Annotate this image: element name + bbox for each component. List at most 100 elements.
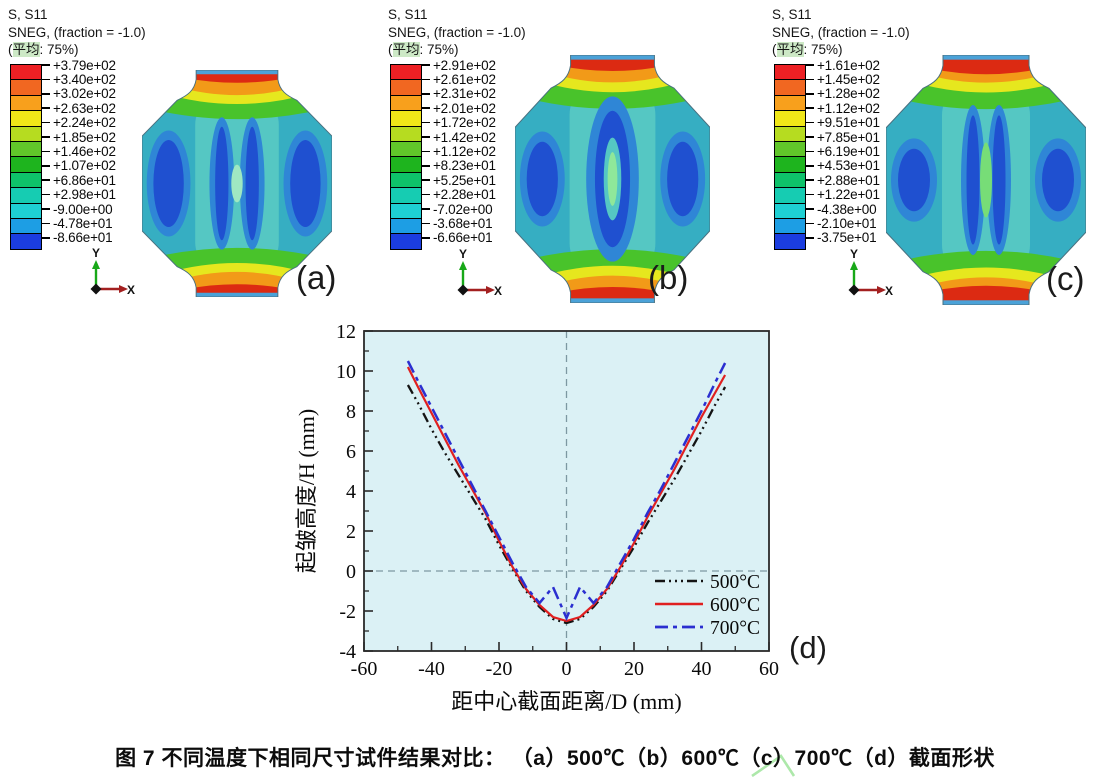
colorbar-value-text: +1.12e+02 [817, 100, 880, 116]
colorbar-value-text: +2.24e+02 [53, 115, 116, 131]
colorbar-value-text: +2.61e+02 [433, 71, 496, 87]
colorbar-value-text: +2.31e+02 [433, 86, 496, 102]
y-arrowhead-icon [92, 260, 100, 269]
colorbar-swatches [774, 64, 806, 250]
colorbar-value: +9.51e+01 [805, 115, 880, 130]
green-scribble-annotation [751, 754, 796, 777]
colorbar-value-text: +2.63e+02 [53, 100, 116, 116]
colorbar-value: +2.24e+02 [41, 115, 116, 131]
x-arrowhead-icon [877, 286, 886, 294]
field-subtitle: SNEG, (fraction = -1.0) [388, 24, 526, 40]
colorbar-legend-c: S, S11 SNEG, (fraction = -1.0) (平均: 75%)… [772, 6, 947, 258]
colorbar-value: +1.42e+02 [421, 130, 496, 145]
x-tick-label: -40 [418, 658, 445, 680]
colorbar-value: +3.79e+02 [41, 58, 116, 73]
colorbar-swatch [10, 187, 42, 204]
colorbar-swatch [774, 217, 806, 235]
colorbar-value-text: -4.78e+01 [53, 215, 113, 231]
axes-triad-a: Y X [90, 246, 135, 297]
colorbar-value-text: -4.38e+00 [817, 201, 877, 217]
colorbar-tick [41, 237, 50, 239]
x-tick-label: -60 [351, 658, 378, 680]
colorbar-value: +4.53e+01 [805, 158, 880, 174]
colorbar-value-text: +2.28e+01 [433, 187, 496, 203]
colorbar-swatch [774, 64, 806, 81]
colorbar-scale-c: +1.61e+02 +1.45e+02 +1.28e+02 +1.12e+02 +9.5… [774, 58, 944, 261]
y-tick-label: 2 [346, 521, 356, 543]
series-line-700°C [406, 360, 727, 622]
colorbar-value-text: -8.66e+01 [53, 230, 113, 246]
colorbar-tick [421, 193, 430, 196]
colorbar-swatch [390, 125, 422, 142]
colorbar-value-text: +1.22e+01 [817, 187, 880, 203]
colorbar-swatch [10, 110, 42, 127]
colorbar-tick [805, 64, 814, 66]
colorbar-value-text: +8.23e+01 [433, 158, 496, 174]
colorbar-legend-b: S, S11 SNEG, (fraction = -1.0) (平均: 75%)… [388, 6, 563, 258]
avg-highlight: 平均 [776, 42, 804, 57]
colorbar-value: +2.91e+02 [421, 58, 496, 73]
colorbar-tick [421, 237, 430, 239]
colorbar-swatch [774, 79, 806, 96]
colorbar-swatch [10, 202, 42, 219]
colorbar-tick [41, 136, 50, 138]
colorbar-value: +2.28e+01 [421, 187, 496, 203]
colorbar-value: +1.07e+02 [41, 158, 116, 174]
colorbar-value-text: +6.19e+01 [817, 143, 880, 159]
avg-rest: : 75%) [419, 42, 459, 57]
colorbar-tick [41, 93, 50, 95]
colorbar-value-text: +4.53e+01 [817, 158, 880, 174]
colorbar-tick [41, 107, 50, 109]
colorbar-value: +1.22e+01 [805, 187, 880, 203]
colorbar-swatches [10, 64, 42, 250]
colorbar-value-text: -6.66e+01 [433, 230, 493, 246]
colorbar-value: +1.85e+02 [41, 130, 116, 145]
series-line-500°C [406, 384, 727, 625]
colorbar-value: +1.46e+02 [41, 144, 116, 159]
stress-contour-a [142, 70, 332, 297]
colorbar-value-text: +2.01e+02 [433, 100, 496, 116]
triad-x-label: X [885, 284, 893, 298]
colorbar-swatch [10, 94, 42, 112]
colorbar-value: +2.88e+01 [805, 173, 880, 188]
colorbar-swatch [774, 233, 806, 250]
colorbar-tick [421, 150, 430, 153]
colorbar-swatch [774, 171, 806, 189]
colorbar-value: +8.23e+01 [421, 158, 496, 174]
x-tick-label: 0 [562, 658, 572, 680]
colorbar-swatch [10, 156, 42, 173]
colorbar-swatch [390, 64, 422, 81]
z-axis-icon [90, 283, 102, 295]
z-axis-icon [457, 284, 469, 296]
field-title: S, S11 [8, 7, 48, 22]
colorbar-tick [421, 222, 430, 225]
colorbar-value: -3.75e+01 [805, 230, 877, 245]
x-tick-label: -20 [486, 658, 513, 680]
avg-line: (平均: 75%) [772, 41, 947, 59]
colorbar-swatch [390, 187, 422, 204]
x-arrowhead-icon [486, 286, 495, 294]
x-tick-label: 40 [692, 658, 712, 680]
colorbar-tick [41, 150, 50, 153]
avg-line: (平均: 75%) [388, 41, 563, 59]
colorbar-tick [421, 107, 430, 109]
colorbar-tick [41, 208, 50, 210]
colorbar-value-text: +2.98e+01 [53, 187, 116, 203]
colorbar-scale-b: +2.91e+02 +2.61e+02 +2.31e+02 +2.01e+02 +1.7… [390, 58, 560, 261]
y-tick-label: -2 [339, 601, 356, 623]
colorbar-tick [421, 78, 430, 81]
panel-label-a: (a) [296, 259, 337, 296]
avg-open: ( [8, 42, 13, 57]
colorbar-value: +1.12e+02 [421, 144, 496, 159]
colorbar-tick [421, 93, 430, 95]
colorbar-value: +3.02e+02 [41, 86, 116, 101]
colorbar-swatch [390, 217, 422, 235]
colorbar-tick [41, 78, 50, 81]
colorbar-value-text: +1.07e+02 [53, 158, 116, 174]
colorbar-value-text: +1.72e+02 [433, 115, 496, 131]
colorbar-value-text: +3.40e+02 [53, 71, 116, 87]
colorbar-tick [41, 64, 50, 66]
field-title: S, S11 [772, 7, 812, 22]
avg-open: ( [772, 42, 777, 57]
